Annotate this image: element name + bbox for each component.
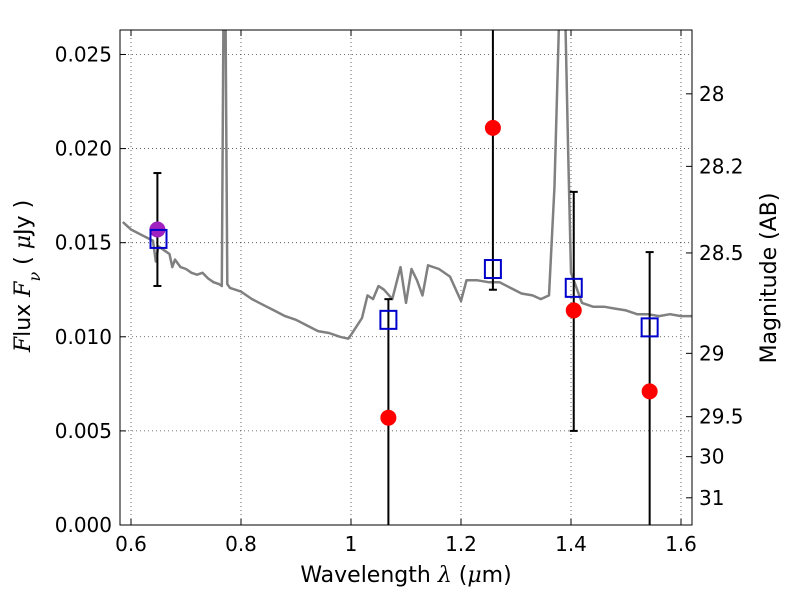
y2-tick-label: 29 xyxy=(699,341,724,365)
y-tick-label: 0.015 xyxy=(55,231,112,255)
model-sed-layer xyxy=(121,30,692,340)
model-band-points-layer xyxy=(149,228,659,338)
y2-tick-label: 31 xyxy=(699,486,724,510)
observed-point xyxy=(641,383,658,400)
x-axis-label: Wavelength λ (μm) xyxy=(300,563,511,588)
y-axis-ticks: 0.000 0.005 0.010 0.015 0.020 0.025 xyxy=(55,42,126,537)
y2-tick-label: 29.5 xyxy=(699,405,744,429)
y2-axis-ticks: 28 28.2 28.5 29 29.5 30 31 xyxy=(686,82,744,510)
y-tick-label: 0.005 xyxy=(55,419,112,443)
x-tick-label: 1 xyxy=(345,532,358,556)
y-tick-label: 0.025 xyxy=(55,42,112,66)
y-tick-label: 0.000 xyxy=(55,513,112,537)
x-tick-label: 0.6 xyxy=(115,532,147,556)
observed-point xyxy=(484,119,501,136)
x-tick-label: 1.2 xyxy=(445,532,477,556)
model-sed-line xyxy=(121,30,692,340)
y-axis-label: Flux Fν ( μJy ) xyxy=(11,200,44,353)
observed-point xyxy=(565,302,582,319)
model-band-point xyxy=(379,309,398,330)
y-tick-label: 0.010 xyxy=(55,325,112,349)
x-tick-label: 1.6 xyxy=(665,532,697,556)
y2-tick-label: 30 xyxy=(699,445,724,469)
y2-tick-label: 28.5 xyxy=(699,241,744,265)
model-band-point xyxy=(149,228,168,249)
x-axis-ticks: 0.6 0.8 1 1.2 1.4 1.6 xyxy=(115,30,697,556)
y-tick-label: 0.020 xyxy=(55,137,112,161)
y2-axis-label: Magnitude (AB) xyxy=(757,193,782,364)
x-tick-label: 0.8 xyxy=(225,532,257,556)
model-band-point xyxy=(564,277,583,298)
x-tick-label: 1.4 xyxy=(555,532,587,556)
model-band-point xyxy=(640,317,659,338)
y2-tick-label: 28.2 xyxy=(699,154,744,178)
y2-tick-label: 28 xyxy=(699,82,724,106)
observed-point xyxy=(380,409,397,426)
plot-frame xyxy=(119,29,693,526)
model-band-point xyxy=(483,259,502,280)
